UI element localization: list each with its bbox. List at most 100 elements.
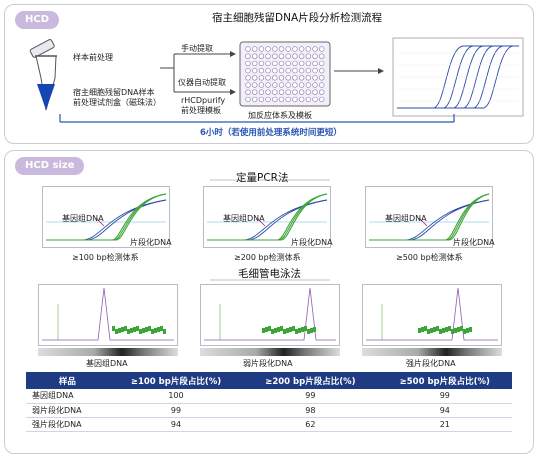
plate-well: [251, 75, 258, 81]
workflow-title: 宿主细胞残留DNA片段分析检测流程: [212, 12, 383, 24]
sample-tube-icon: [29, 39, 57, 111]
ce-fragment-signal: [451, 329, 454, 334]
table-cell: 98: [243, 403, 378, 418]
table-cell: 94: [377, 403, 512, 418]
table-header: ≥500 bp片段占比(%): [377, 372, 512, 389]
plate-well: [292, 75, 298, 81]
ce-fragment-signal: [307, 329, 310, 334]
plate-well: [318, 60, 325, 67]
table-row: 弱片段化DNA 99 98 94: [26, 403, 512, 418]
plate-well: [285, 53, 291, 59]
plate-well: [285, 89, 291, 95]
ce-fragment-signal: [283, 329, 286, 334]
table-header-row: 样品 ≥100 bp片段占比(%) ≥200 bp片段占比(%) ≥500 bp…: [26, 372, 512, 389]
time-bracket: [59, 114, 455, 123]
plate-well: [292, 67, 298, 74]
pcr-1-genomic-label: 基因组DNA: [62, 214, 104, 223]
plate-well: [292, 46, 298, 52]
ce-fragment-signal: [301, 327, 304, 332]
table-cell: 21: [377, 417, 512, 432]
ce-fragment-signal: [277, 327, 280, 332]
pcr-plot-500: [365, 186, 493, 248]
ce-trace: [204, 287, 336, 341]
pcr-3-fragment-label: 片段化DNA: [453, 238, 495, 247]
ce-fragment-signal: [436, 326, 439, 331]
ce-fragment-signal: [133, 327, 136, 332]
plate-well: [298, 96, 305, 103]
plate-well: [318, 75, 325, 81]
plate-well: [298, 53, 305, 59]
plate-well: [312, 46, 318, 52]
ce-fragment-signal: [157, 327, 160, 332]
amplification-plot: [392, 37, 524, 117]
label-pointer: [95, 217, 105, 227]
amplification-curve: [397, 45, 519, 109]
ce-plot-weak: [200, 284, 340, 346]
ce-fragment-signal: [265, 327, 268, 332]
plate-well: [285, 82, 291, 88]
fragment-curve: [207, 193, 328, 241]
plate-well: [265, 53, 271, 59]
ce-fragment-signal: [151, 329, 154, 334]
plate-well: [245, 67, 251, 74]
plate-well: [258, 67, 265, 74]
ce-fragment-signal: [439, 329, 442, 334]
plate-well: [305, 75, 312, 81]
kit-label-line1: 宿主细胞残留DNA样本: [73, 88, 155, 97]
ce-fragment-signal: [433, 327, 436, 332]
purify-label-line2: 前处理模板: [181, 106, 221, 115]
plate-well: [285, 75, 291, 81]
plate-caption: 加反应体系及模板: [248, 111, 312, 120]
ce-fragment-signal: [124, 326, 127, 331]
plate-well: [265, 96, 271, 103]
plate-well: [251, 96, 258, 103]
plate-well: [305, 82, 312, 88]
plate-well: [251, 67, 258, 74]
ce-fragment-signal: [163, 329, 166, 334]
pcr-curves: [46, 193, 490, 241]
table-cell: 弱片段化DNA: [26, 403, 109, 418]
plate-well: [298, 46, 305, 52]
fragment-ratio-table: 样品 ≥100 bp片段占比(%) ≥200 bp片段占比(%) ≥500 bp…: [26, 372, 512, 432]
ce-fragment-signal: [148, 326, 151, 331]
ce-fragment-signal: [298, 328, 301, 333]
ce-plot-genomic: [38, 284, 178, 346]
plate-well: [272, 46, 278, 52]
plate-well: [272, 75, 278, 81]
plate-well: [245, 82, 251, 88]
ce-fragment-signal: [295, 329, 298, 334]
plate-well: [272, 89, 278, 95]
ce-fragment-signal: [454, 328, 457, 333]
ce-fragment-signal: [280, 326, 283, 331]
pcr-title-underline: [210, 179, 330, 181]
kit-label-line2: 前处理试剂盒（磁珠法）: [73, 98, 161, 107]
ce-fragment-signal: [310, 328, 313, 333]
ce-fragment-signal: [130, 328, 133, 333]
ce-fragment-signal: [469, 327, 472, 332]
pcr-1-caption: ≥100 bp检测体系: [72, 253, 139, 262]
ce-fragment-signal: [292, 326, 295, 331]
plate-well: [258, 96, 265, 103]
plate-well: [278, 60, 285, 67]
plate-well: [318, 46, 325, 52]
plate-well: [318, 53, 325, 59]
ce-fragment-signal: [115, 329, 118, 334]
table-header: 样品: [26, 372, 109, 389]
plate-well: [318, 89, 325, 95]
plate-well: [265, 75, 271, 81]
pcr-plot-200: [203, 186, 331, 248]
table-cell: 强片段化DNA: [26, 417, 109, 432]
plate-well: [278, 46, 285, 52]
plate-well: [258, 82, 265, 88]
ce-fragment-signal: [442, 328, 445, 333]
plate-well: [251, 46, 258, 52]
plate-well: [272, 60, 278, 67]
plate-well: [285, 96, 291, 103]
plate-well: [265, 89, 271, 95]
pcr-3-genomic-label: 基因组DNA: [385, 214, 427, 223]
plate-well: [285, 60, 291, 67]
plate-well: [292, 89, 298, 95]
table-cell: 基因组DNA: [26, 389, 109, 404]
ce-method-title: 毛细管电泳法: [238, 268, 301, 280]
ce-fragment-signal: [313, 327, 316, 332]
